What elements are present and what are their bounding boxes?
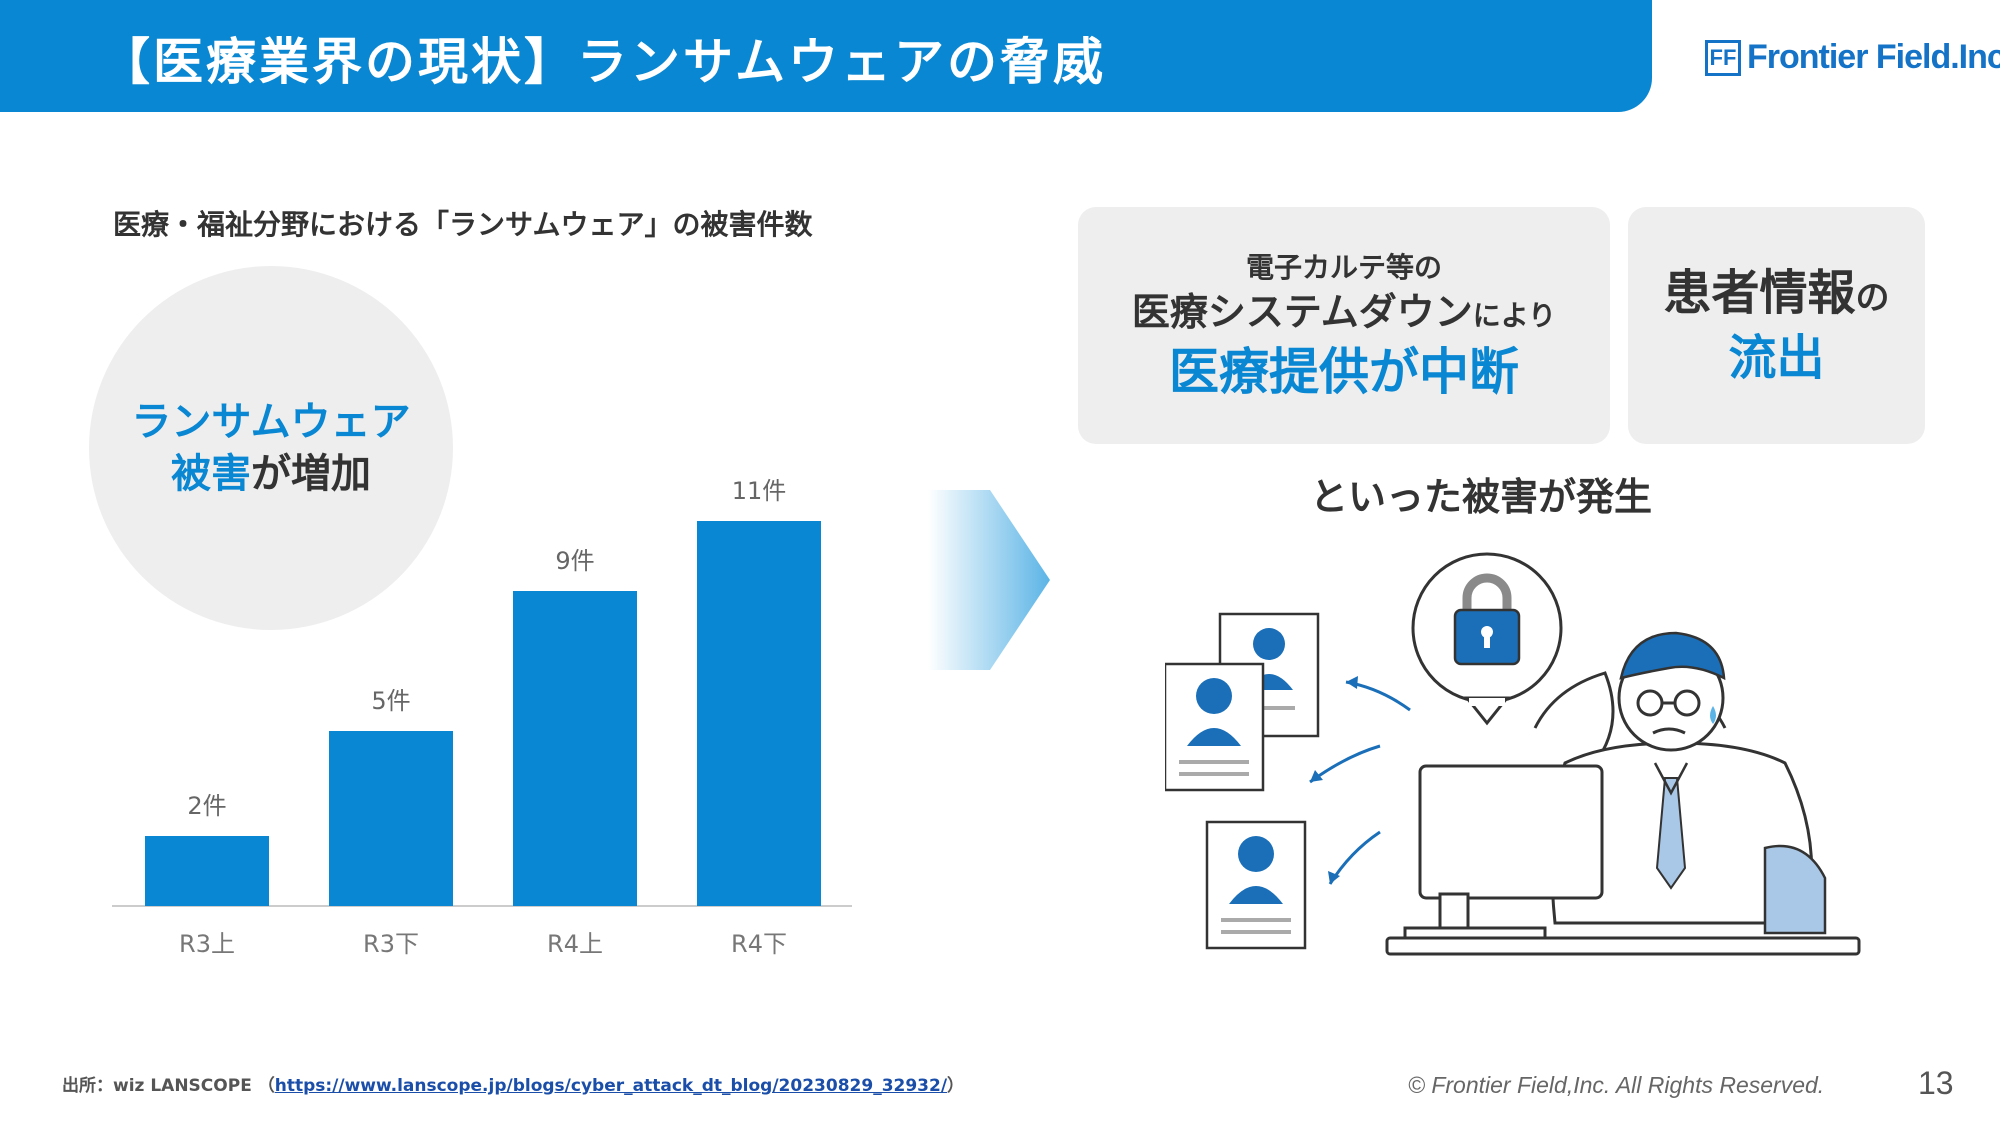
card1-line-2-small: により (1472, 298, 1557, 332)
bar-R4下 (697, 521, 821, 906)
card2-line-1-main: 患者情報 (1663, 265, 1856, 321)
data-label: 11件 (732, 477, 787, 505)
lock-icon (1453, 573, 1521, 666)
card1-line-3: 医療提供が中断 (1169, 342, 1519, 401)
page-number: 13 (1918, 1065, 1954, 1101)
card1-line-1: 電子カルテ等の (1245, 250, 1442, 284)
source-prefix: 出所：wiz LANSCOPE （ (62, 1076, 275, 1096)
bar-R3上 (145, 836, 269, 906)
logo-mark-icon: FF (1705, 39, 1741, 76)
damage-card-data-leak: 患者情報の 流出 (1628, 207, 1925, 444)
card2-line-2: 流出 (1728, 330, 1825, 386)
person-document-icon (1165, 662, 1265, 792)
circle-line-2-blue: 被害 (171, 451, 251, 497)
damage-card-system-down: 電子カルテ等の 医療システムダウンにより 医療提供が中断 (1078, 207, 1610, 444)
data-label: 2件 (187, 792, 226, 820)
card2-line-1-small: の (1855, 278, 1890, 318)
arrow-right-icon (928, 490, 1050, 670)
x-tick-label: R3下 (363, 930, 419, 958)
person-document-icon (1205, 820, 1307, 950)
card1-line-2: 医療システムダウンにより (1132, 287, 1556, 341)
header-bar: 【医療業界の現状】ランサムウェアの脅威 (0, 0, 1652, 112)
computer-monitor-icon (1385, 764, 1861, 956)
source-suffix: ） (947, 1076, 965, 1096)
card1-line-2-main: 医療システムダウン (1131, 289, 1473, 334)
highlight-circle: ランサムウェア 被害が増加 (89, 266, 453, 630)
card2-line-1: 患者情報の (1663, 263, 1889, 328)
x-tick-label: R3上 (179, 930, 235, 958)
worried-doctor (1533, 631, 1827, 935)
logo-text: Frontier Field.Inc. (1747, 38, 2000, 76)
circle-line-1: ランサムウェア (131, 399, 411, 445)
data-leak-arrows (1309, 676, 1411, 885)
circle-line-2-dark: が増加 (251, 451, 371, 497)
x-tick-label: R4下 (731, 930, 787, 958)
company-logo: FF Frontier Field.Inc. (1705, 38, 2000, 77)
circle-line-2: 被害が増加 (171, 448, 371, 500)
bar-R3下 (329, 731, 453, 906)
lock-bubble (1411, 552, 1563, 726)
x-tick-label: R4上 (547, 930, 603, 958)
source-citation: 出所：wiz LANSCOPE （https://www.lanscope.jp… (62, 1071, 964, 1096)
data-label: 5件 (371, 687, 410, 715)
result-text: といった被害が発生 (1310, 475, 1653, 519)
source-link[interactable]: https://www.lanscope.jp/blogs/cyber_atta… (274, 1076, 948, 1096)
bar-chart: 2件 R3上 5件 R3下 9件 R4上 11件 R4下 (112, 477, 852, 958)
chart-heading: 医療・福祉分野における「ランサムウェア」の被害件数 (113, 208, 813, 241)
copyright-text: © Frontier Field,Inc. All Rights Reserve… (1408, 1072, 1825, 1098)
worried-doctor-illustration (1165, 552, 1861, 956)
page-title: 【医療業界の現状】ランサムウェアの脅威 (100, 33, 1106, 91)
bar-R4上 (513, 591, 637, 906)
data-label: 9件 (555, 547, 594, 575)
